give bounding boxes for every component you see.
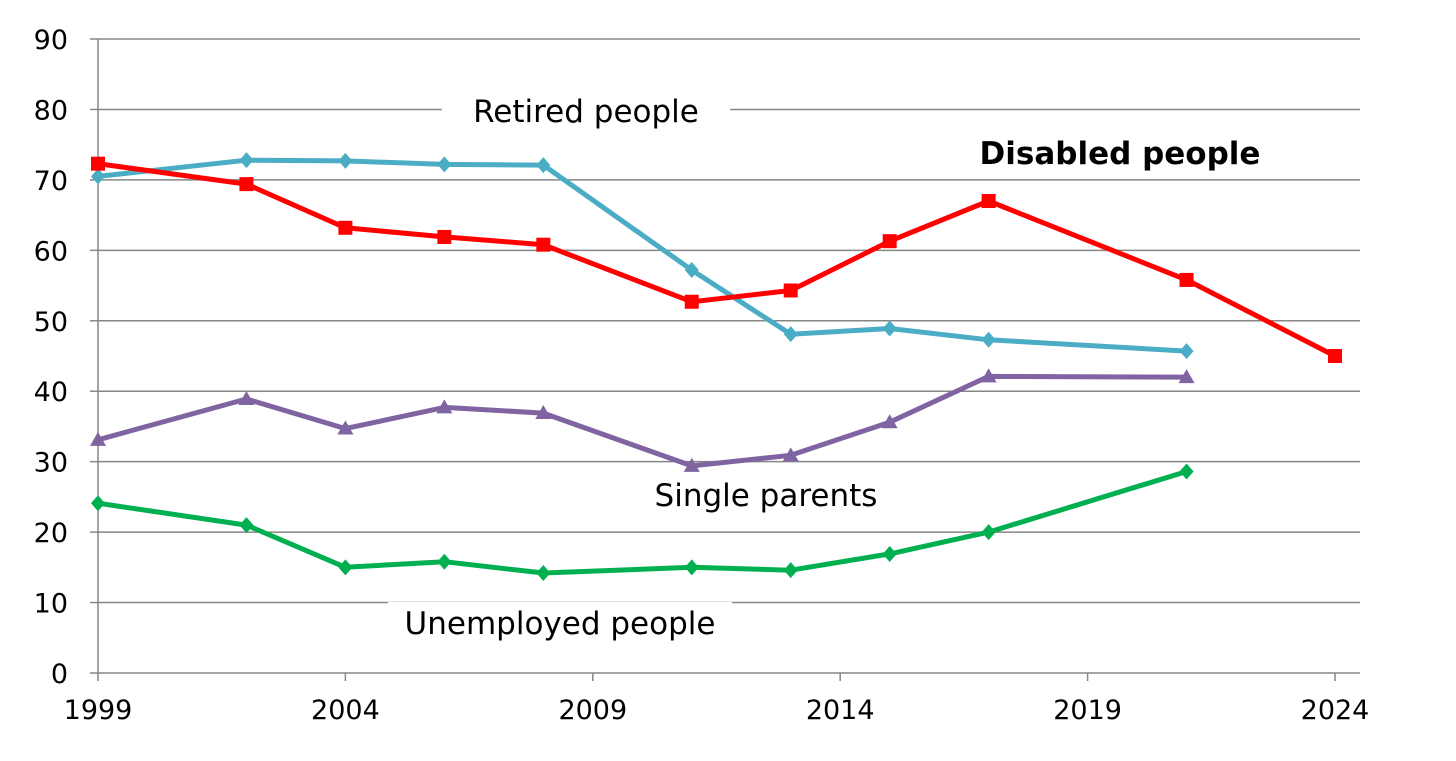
data-point-disabled-people-2021 — [1179, 272, 1194, 287]
y-tick-label: 60 — [34, 236, 68, 267]
data-point-unemployed-people-2006 — [437, 553, 452, 570]
data-point-disabled-people-2015 — [882, 234, 897, 249]
x-tick-label: 2024 — [1301, 695, 1370, 726]
data-point-single-parents-2004 — [337, 420, 354, 435]
series-label-background — [387, 602, 733, 646]
series-label-disabled-people: Disabled people — [980, 136, 1261, 172]
data-point-single-parents-2013 — [782, 447, 799, 462]
x-tick-label: 2019 — [1053, 695, 1122, 726]
data-point-disabled-people-2002 — [239, 177, 254, 192]
data-point-retired-people-2002 — [239, 152, 254, 169]
data-point-single-parents-2021 — [1178, 369, 1195, 384]
series-label-unemployed-people: Unemployed people — [405, 606, 716, 642]
data-point-retired-people-2004 — [338, 152, 353, 169]
data-point-retired-people-2021 — [1179, 343, 1194, 360]
data-point-disabled-people-2008 — [536, 237, 551, 252]
x-tick-label: 2004 — [311, 695, 380, 726]
series-line-single-parents — [95, 373, 1190, 469]
data-point-unemployed-people-2008 — [536, 564, 551, 581]
data-point-single-parents-2002 — [238, 390, 255, 405]
y-tick-label: 20 — [34, 518, 68, 549]
y-tick-label: 50 — [34, 307, 68, 338]
series-line-unemployed-people — [95, 469, 1190, 576]
y-tick-label: 0 — [51, 659, 68, 690]
data-point-retired-people-2008 — [536, 157, 551, 174]
data-point-unemployed-people-2002 — [239, 517, 254, 534]
data-point-disabled-people-2006 — [437, 229, 452, 244]
data-point-unemployed-people-2015 — [882, 545, 897, 562]
series-label-background — [621, 474, 911, 518]
data-point-unemployed-people-1999 — [91, 495, 105, 512]
y-tick-label: 10 — [34, 589, 68, 620]
data-point-disabled-people-2013 — [783, 283, 798, 298]
y-tick-label: 90 — [34, 25, 68, 56]
series-label-background — [947, 132, 1293, 176]
data-point-retired-people-2006 — [437, 156, 452, 173]
series-disabled-people — [91, 156, 1342, 363]
data-point-retired-people-2015 — [882, 320, 897, 337]
data-point-single-parents-2017 — [980, 368, 997, 383]
data-point-retired-people-2013 — [783, 326, 798, 343]
series-unemployed-people — [91, 463, 1194, 581]
data-point-disabled-people-2011 — [684, 294, 699, 309]
data-point-unemployed-people-2021 — [1179, 463, 1194, 480]
series-lines — [90, 152, 1342, 581]
data-point-unemployed-people-2013 — [783, 562, 798, 579]
x-tick-label: 2009 — [558, 695, 627, 726]
data-point-single-parents-2006 — [436, 399, 453, 414]
series-line-retired-people — [95, 157, 1190, 354]
axes: 0 10 20 30 40 50 60 70 80 90 1999 2004 2009 2014 2019 2… — [34, 25, 1370, 726]
data-point-single-parents-1999 — [90, 431, 106, 446]
y-tick-label: 80 — [34, 95, 68, 126]
y-tick-label: 40 — [34, 377, 68, 408]
x-tick-label: 2014 — [806, 695, 875, 726]
data-point-single-parents-2011 — [683, 457, 700, 472]
x-tick-label: 1999 — [64, 695, 133, 726]
data-point-retired-people-2017 — [981, 331, 996, 348]
data-point-single-parents-2015 — [881, 414, 898, 429]
data-point-unemployed-people-2011 — [684, 559, 699, 576]
gridlines — [98, 38, 1360, 604]
data-point-disabled-people-2017 — [981, 194, 996, 209]
data-point-retired-people-2011 — [684, 262, 699, 279]
series-single-parents — [90, 368, 1195, 472]
data-point-retired-people-1999 — [91, 168, 105, 185]
series-line-disabled-people — [95, 161, 1338, 359]
series-label-single-parents: Single parents — [655, 478, 878, 514]
series-retired-people — [91, 152, 1194, 360]
series-label-retired-people: Retired people — [473, 94, 699, 130]
data-point-unemployed-people-2004 — [338, 559, 353, 576]
series-label-background — [441, 90, 731, 134]
data-point-disabled-people-1999 — [91, 156, 105, 171]
data-point-disabled-people-2004 — [338, 220, 353, 235]
data-point-single-parents-2008 — [535, 405, 552, 420]
series-labels: Retired people Disabled people Single pare… — [387, 90, 1293, 646]
data-point-disabled-people-2024 — [1328, 349, 1342, 363]
y-tick-label: 70 — [34, 166, 68, 197]
data-point-unemployed-people-2017 — [981, 524, 996, 541]
y-tick-label: 30 — [34, 448, 68, 479]
